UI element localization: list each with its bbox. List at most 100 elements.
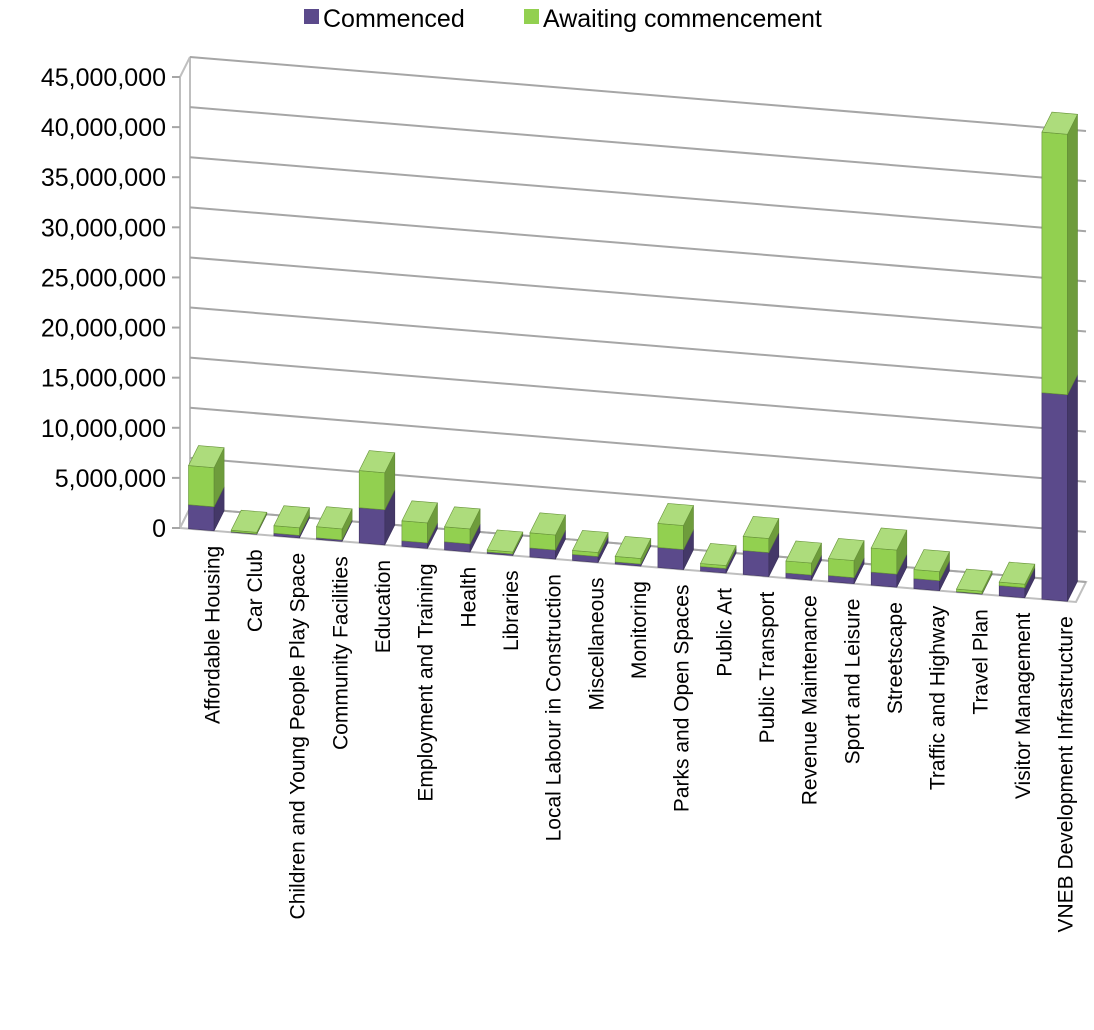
bar-employment-and-training (401, 500, 438, 549)
x-tick-label-local-labour-in-construction: Local Labour in Construction (543, 574, 566, 841)
x-tick-label-libraries: Libraries (500, 570, 523, 651)
bar-top-awaiting-commencement (614, 536, 652, 559)
y-tick-label: 40,000,000 (41, 114, 166, 142)
bar-top-awaiting-commencement (358, 450, 396, 474)
bar-health (444, 506, 481, 553)
gridline (189, 256, 1087, 333)
bars (188, 111, 1078, 602)
x-tick-label-visitor-management: Visitor Management (1012, 613, 1035, 800)
bar-local-labour-in-construction (529, 512, 566, 560)
gridline (189, 56, 1087, 132)
bar-community-facilities (316, 506, 353, 542)
bar-travel-plan (956, 568, 993, 595)
bar-children-and-young-people-play-space (273, 505, 310, 539)
bar-vneb-development-infrastructure (1041, 111, 1078, 602)
x-tick-label-parks-and-open-spaces: Parks and Open Spaces (671, 585, 694, 813)
bar-monitoring (614, 536, 652, 567)
x-tick-label-revenue-maintenance: Revenue Maintenance (799, 595, 822, 805)
y-tick-label: 30,000,000 (41, 214, 166, 242)
bar-segment-awaiting-commencement (870, 547, 898, 575)
bar-side-commenced (1067, 374, 1078, 602)
x-tick-label-monitoring: Monitoring (628, 581, 651, 679)
bar-car-club (230, 509, 268, 535)
bar-top-awaiting-commencement (828, 538, 865, 561)
x-tick-label-sport-and-leisure: Sport and Leisure (841, 599, 864, 765)
x-axis-category-labels: Affordable Housing Car Club Children and Y… (201, 546, 1077, 933)
bar-libraries (486, 529, 524, 556)
bar-visitor-management (998, 561, 1036, 599)
legend: Commenced Awaiting commencement (304, 5, 822, 33)
bar-segment-commenced (358, 507, 386, 546)
bar-segment-awaiting-commencement (657, 523, 684, 550)
bar-top-awaiting-commencement (188, 445, 225, 469)
legend-label-commenced: Commenced (323, 5, 465, 33)
y-tick-label: 10,000,000 (41, 415, 166, 443)
x-tick-label-education: Education (372, 560, 395, 653)
bar-segment-commenced (188, 504, 215, 532)
bar-side-awaiting-commencement (1067, 114, 1078, 395)
bar-top-awaiting-commencement (444, 506, 481, 530)
x-tick-label-employment-and-training: Employment and Training (415, 563, 438, 801)
bar-top-awaiting-commencement (956, 568, 993, 592)
y-tick-label: 15,000,000 (41, 365, 166, 393)
bar-top-awaiting-commencement (401, 500, 438, 524)
bar-miscellaneous (572, 530, 609, 563)
x-tick-label-car-club: Car Club (244, 549, 267, 632)
bar-segment-awaiting-commencement (444, 526, 471, 545)
bar-streetscape (870, 527, 908, 588)
bar-top-awaiting-commencement (1041, 111, 1078, 135)
bar-segment-awaiting-commencement (188, 465, 215, 508)
legend-label-awaiting-commencement: Awaiting commencement (543, 5, 822, 33)
bar-top-awaiting-commencement (700, 543, 737, 566)
x-tick-label-public-transport: Public Transport (756, 591, 779, 743)
bar-top-awaiting-commencement (870, 527, 908, 551)
y-axis-tick-labels: 0 5,000,000 10,000,000 15,000,000 20,000,000… (41, 64, 166, 543)
y-tick-label: 25,000,000 (41, 264, 166, 292)
x-tick-label-miscellaneous: Miscellaneous (585, 577, 608, 710)
bar-segment-commenced (1041, 392, 1068, 602)
x-tick-label-community-facilities: Community Facilities (329, 556, 352, 750)
bar-top-awaiting-commencement (316, 506, 353, 530)
gridline (189, 456, 1087, 533)
bar-top-awaiting-commencement (785, 540, 822, 564)
bar-top-awaiting-commencement (657, 503, 694, 526)
y-tick-label: 20,000,000 (41, 315, 166, 343)
bar-revenue-maintenance (785, 540, 822, 581)
bar-public-transport (742, 516, 780, 577)
bar-segment-awaiting-commencement (742, 536, 770, 553)
legend-swatch-awaiting-commencement (524, 9, 539, 24)
bar-traffic-and-highway (913, 549, 950, 592)
x-tick-label-health: Health (457, 567, 480, 628)
bar-segment-commenced (870, 571, 898, 588)
gridline (189, 206, 1087, 283)
x-tick-label-public-art: Public Art (713, 588, 736, 677)
gridline (189, 406, 1087, 483)
gridline (189, 356, 1087, 433)
bar-segment-awaiting-commencement (785, 560, 812, 576)
side-wall (179, 56, 191, 529)
bar-top-awaiting-commencement (572, 530, 609, 553)
y-tick-label: 0 (152, 515, 166, 543)
legend-swatch-commenced (304, 9, 319, 24)
bar-segment-commenced (657, 547, 684, 570)
bar-segment-commenced (742, 550, 770, 577)
y-tick-label: 5,000,000 (55, 465, 166, 493)
gridline (189, 106, 1087, 183)
bar-education (358, 450, 396, 546)
x-tick-label-vneb-development-infrastructure: VNEB Development Infrastructure (1055, 616, 1078, 932)
bar-segment-awaiting-commencement (401, 520, 428, 544)
bar-segment-awaiting-commencement (358, 470, 386, 511)
bar-public-art (700, 543, 737, 574)
bar-top-awaiting-commencement (230, 509, 268, 533)
bar-segment-awaiting-commencement (529, 532, 556, 551)
y-tick-label: 35,000,000 (41, 164, 166, 192)
x-tick-label-children-and-young-people-play-space: Children and Young People Play Space (287, 553, 310, 920)
gridlines (172, 56, 1087, 583)
bar-top-awaiting-commencement (273, 505, 310, 529)
bar-segment-awaiting-commencement (828, 558, 855, 579)
bar-top-awaiting-commencement (913, 549, 950, 573)
x-tick-label-travel-plan: Travel Plan (969, 609, 992, 714)
x-tick-label-traffic-and-highway: Traffic and Highway (927, 605, 950, 790)
bar-top-awaiting-commencement (529, 512, 566, 536)
